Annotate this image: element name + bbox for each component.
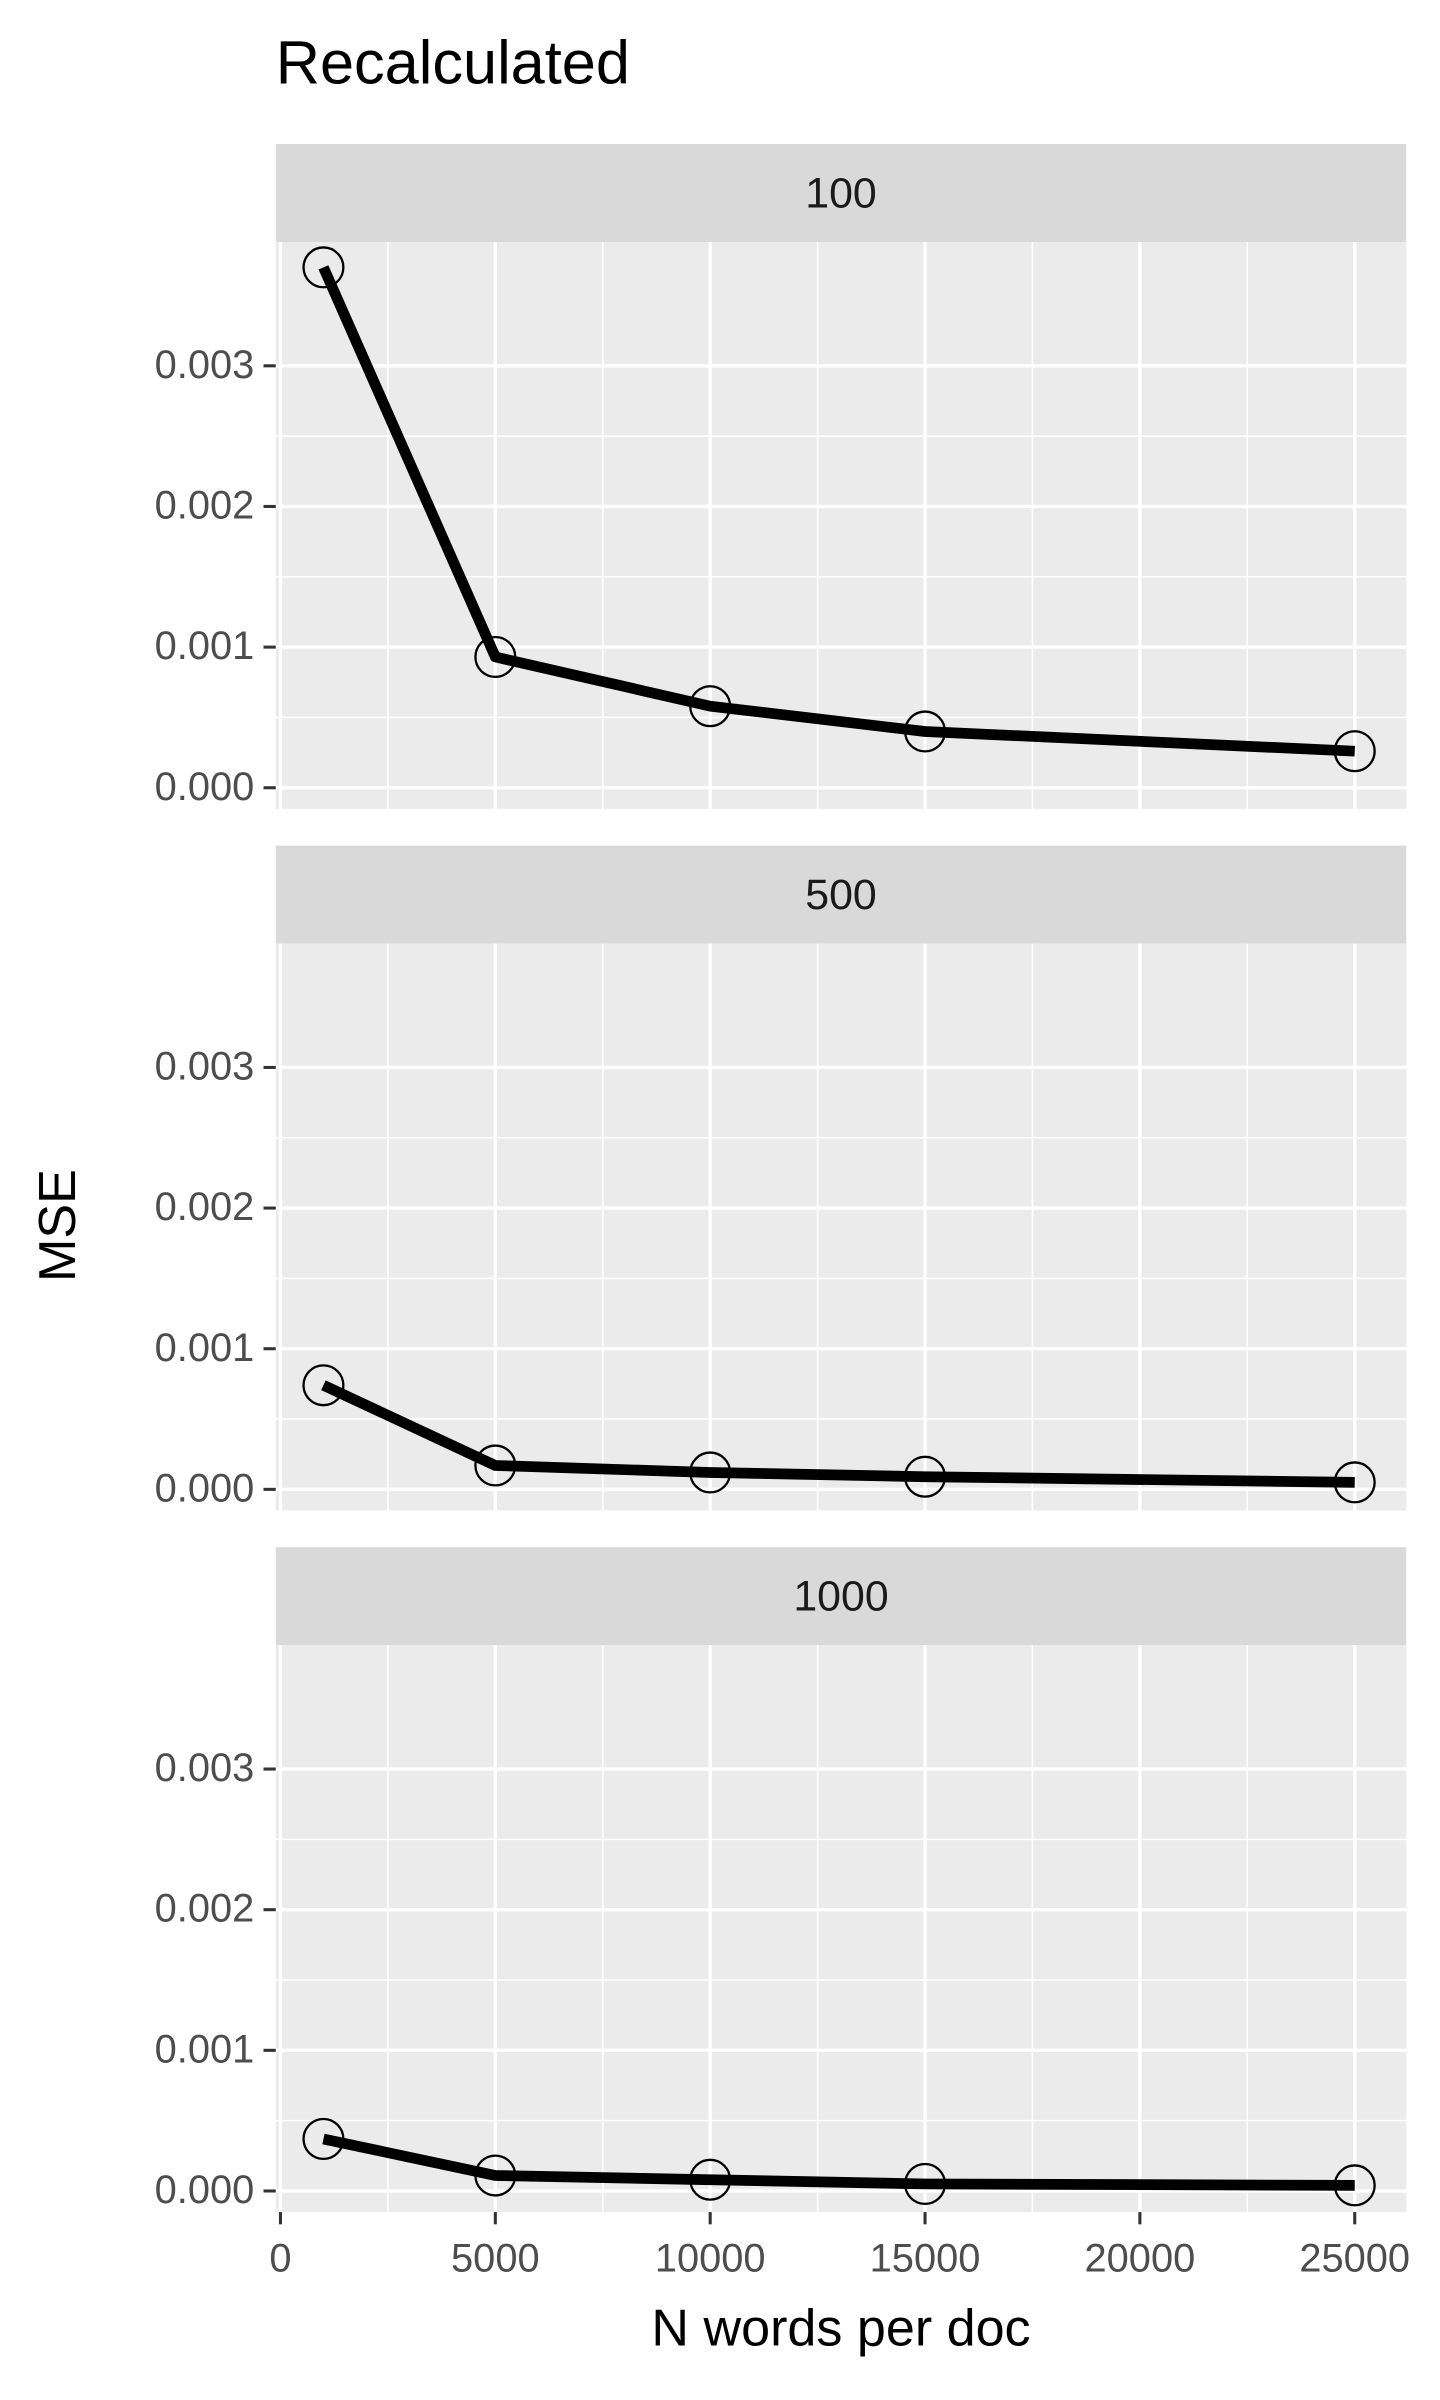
y-tick-label: 0.000 (155, 2168, 255, 2212)
panel (275, 1645, 1407, 2213)
panel (275, 943, 1407, 1511)
point (302, 2117, 345, 2161)
y-tick-label: 0.003 (155, 1044, 255, 1088)
point (903, 2162, 947, 2206)
x-tick-label: 25000 (1299, 2237, 1410, 2281)
strip-label: 100 (805, 169, 877, 217)
line (321, 1380, 1355, 1488)
point (1333, 1461, 1376, 1504)
x-tick-label: 10000 (655, 2237, 766, 2281)
panel (275, 242, 1407, 809)
x-tick-label: 5000 (451, 2237, 540, 2281)
strip-label: 500 (805, 871, 877, 919)
y-tick-label: 0.000 (155, 1466, 255, 1510)
point (1333, 730, 1376, 773)
x-tick-label: 0 (269, 2237, 291, 2281)
y-axis-label: MSE (29, 1169, 87, 1282)
point (903, 710, 947, 753)
strip (275, 143, 1407, 243)
point (302, 246, 345, 289)
y-tick-label: 0.003 (155, 343, 255, 387)
x-tick-label: 15000 (870, 2237, 981, 2281)
y-tick-label: 0.001 (155, 2027, 255, 2071)
y-tick-label: 0.002 (155, 1185, 255, 1229)
point (1333, 2164, 1376, 2207)
line (318, 265, 1355, 757)
strip (275, 845, 1407, 944)
y-tick-label: 0.001 (155, 624, 255, 668)
x-tick-label: 20000 (1085, 2237, 1196, 2281)
strip-label: 1000 (793, 1573, 888, 1621)
point (474, 635, 517, 679)
point (689, 685, 732, 728)
line (322, 2133, 1355, 2191)
point (474, 1444, 517, 1487)
point (474, 2154, 517, 2197)
y-tick-label: 0.002 (155, 1887, 255, 1931)
y-tick-label: 0.002 (155, 484, 255, 528)
point (689, 2158, 732, 2201)
point (903, 1455, 947, 1498)
point (302, 1364, 345, 1407)
y-tick-label: 0.001 (155, 1326, 255, 1370)
x-axis-label: N words per doc (651, 2299, 1030, 2357)
y-tick-label: 0.000 (155, 765, 255, 809)
point (689, 1451, 732, 1494)
strip (275, 1547, 1407, 1646)
y-tick-label: 0.003 (155, 1746, 255, 1790)
chart-title: Recalculated (276, 29, 630, 97)
